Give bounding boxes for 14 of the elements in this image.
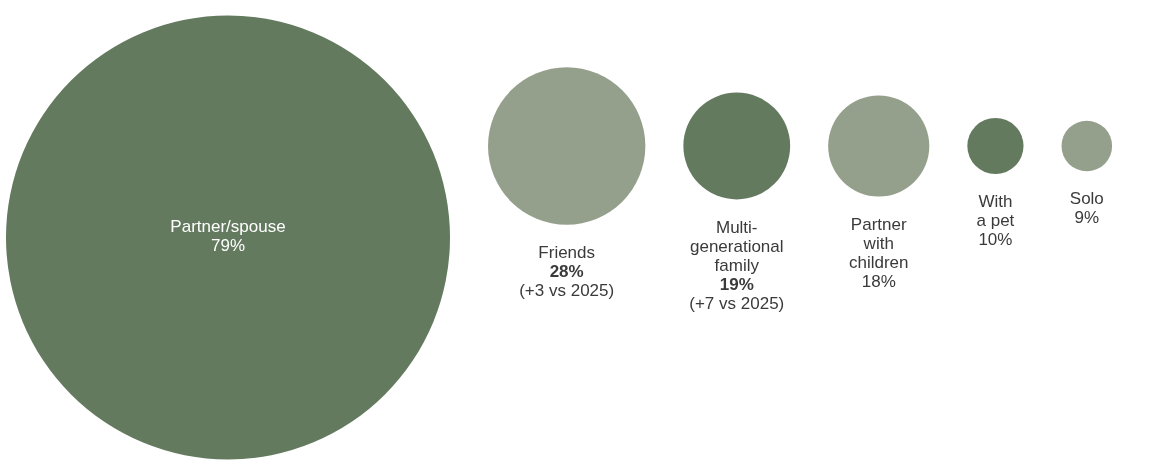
category-label: Multi-generational family bbox=[689, 217, 784, 275]
data-label: 79% bbox=[210, 235, 246, 255]
data-label: 18% bbox=[861, 271, 896, 291]
data-label: 28% bbox=[549, 261, 584, 281]
text: (+7 vs 2025) bbox=[689, 293, 785, 313]
category-label: With a pet bbox=[976, 192, 1015, 231]
data-label: 10% bbox=[978, 230, 1013, 250]
category-label: Solo bbox=[1069, 189, 1104, 209]
category-label: Friends bbox=[538, 242, 596, 262]
text: (+3 vs 2025) bbox=[519, 280, 615, 300]
category-label: Partner with children bbox=[848, 214, 909, 272]
category-label: Partner/spouse bbox=[170, 216, 286, 236]
data-label: 9% bbox=[1074, 208, 1100, 228]
data-label: 19% bbox=[719, 274, 754, 294]
